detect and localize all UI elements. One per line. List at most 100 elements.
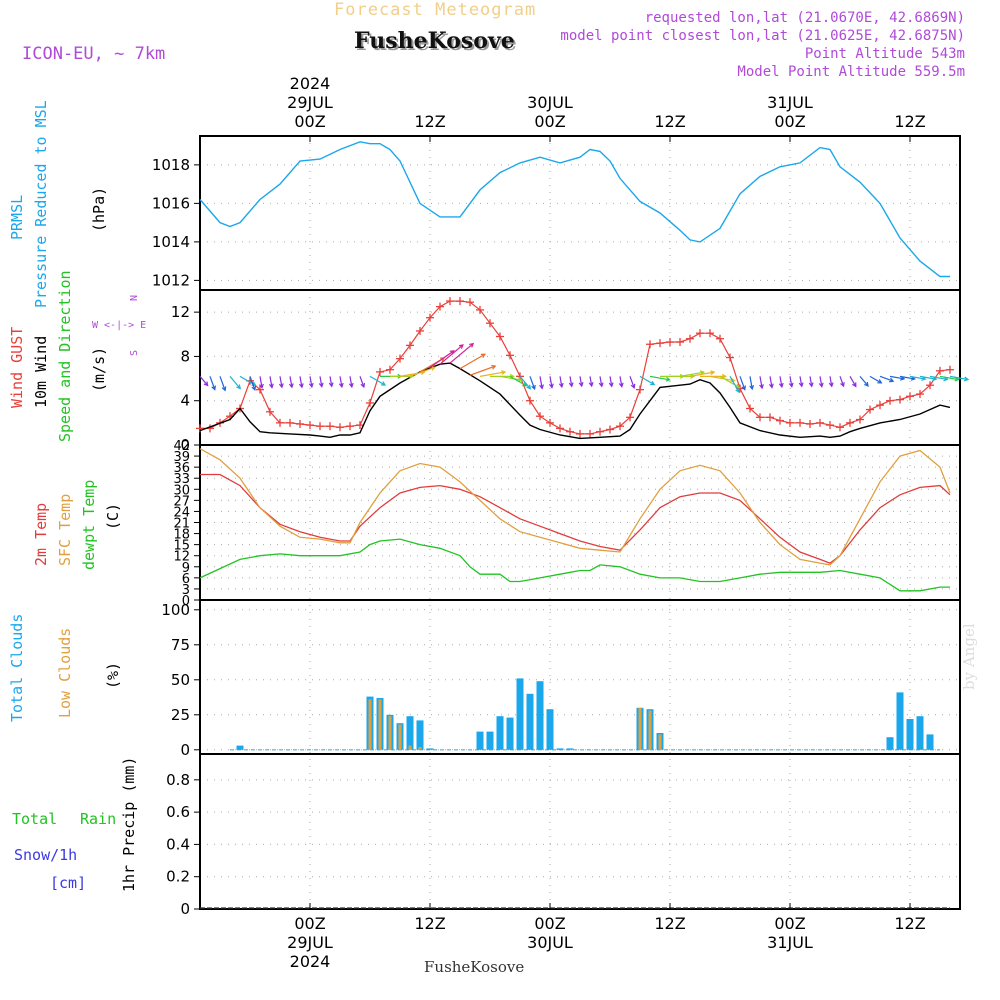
wind-arrow-head	[618, 382, 624, 388]
wind-arrow-head	[877, 379, 883, 384]
wind-arrow-head	[501, 370, 507, 375]
panel-frame	[199, 444, 961, 601]
wind-direction-arrow	[339, 376, 343, 387]
precip-panel: 0 0.2 0.4 0.6 0.8	[166, 771, 950, 918]
total-clouds-bar	[546, 709, 554, 750]
wind-direction-arrow	[589, 376, 593, 387]
wind-direction-arrow	[689, 371, 715, 377]
wind-direction-arrow	[329, 376, 333, 387]
wind-direction-arrow	[279, 376, 283, 388]
wind-arrow-head	[211, 385, 216, 391]
y-tick-label: 0.4	[166, 835, 190, 853]
total-clouds-bar	[536, 681, 544, 750]
low-clouds-bar	[378, 699, 382, 750]
wind-direction-arrow	[369, 375, 386, 386]
wind-direction-arrow	[429, 350, 455, 368]
wind-direction-arrow	[259, 376, 263, 388]
total-clouds-bar	[926, 734, 934, 750]
low-clouds-bar	[408, 745, 412, 750]
wind-direction-arrow	[199, 375, 209, 386]
y-tick-label: 75	[171, 636, 190, 654]
wind-arrow-head	[539, 384, 544, 390]
y-tick-label: 36	[173, 461, 190, 476]
wind-direction-arrow	[829, 376, 833, 387]
total-clouds-bar	[496, 716, 504, 750]
wind-direction-arrow	[549, 376, 553, 388]
y-tick-label: 1014	[152, 233, 190, 251]
wind-arrow-head	[338, 382, 344, 389]
low-clouds-bar	[658, 734, 662, 750]
low-clouds-bar	[418, 747, 422, 750]
wind-arrow-head	[840, 382, 845, 388]
wind-direction-arrow	[529, 376, 536, 390]
precip-label-total: Total	[12, 810, 58, 828]
wind-arrow-head	[430, 366, 436, 371]
wind-direction-arrow	[579, 376, 583, 387]
total-clouds-bar	[426, 748, 434, 750]
location-title: FusheKosove	[354, 28, 515, 54]
y-tick-label: 0	[182, 594, 190, 609]
wind-arrow-head	[522, 382, 528, 387]
wind-direction-arrow	[939, 375, 959, 381]
wind-arrow-head	[852, 382, 857, 388]
wind-arrow-head	[568, 382, 574, 388]
wind-arrow-head	[588, 382, 594, 388]
compass-we: W <-|-> E	[92, 320, 147, 331]
wind-direction-arrow	[509, 375, 527, 387]
wind-direction-arrow	[559, 376, 563, 387]
wind-arrow-head	[236, 384, 241, 390]
wind-arrow-head	[630, 383, 636, 389]
precip-label-rain: Rain	[80, 810, 117, 828]
low-clouds-bar	[388, 716, 392, 750]
wind-direction-arrow	[449, 343, 474, 364]
wind-direction-arrow	[859, 375, 869, 387]
wind-direction-arrow	[929, 375, 948, 381]
wind-direction-arrow	[349, 376, 353, 387]
wind-direction-arrow	[869, 375, 882, 384]
wind-direction-arrow	[949, 375, 969, 381]
wind-arrow-head	[828, 382, 834, 388]
wind-arrow-head	[690, 373, 696, 379]
wind-arrow-head	[735, 388, 740, 394]
wind-arrow-head	[491, 364, 497, 370]
wind-direction-arrow	[439, 344, 464, 365]
low-clouds-bar	[648, 710, 652, 750]
wind-direction-arrow	[409, 366, 435, 377]
wind-arrow-head	[808, 382, 814, 388]
bottom-time-label: 12Z	[894, 914, 925, 933]
wind-arrow-head	[558, 382, 564, 389]
wind-direction-arrow	[209, 376, 216, 390]
total-clouds-bar	[906, 719, 914, 750]
wind-direction-arrow	[839, 376, 845, 387]
wind-direction-arrow	[599, 376, 603, 387]
wind-direction-arrow	[229, 375, 241, 389]
wind-direction-arrow	[609, 376, 613, 387]
wind-direction-arrow	[679, 371, 704, 377]
supertitle: Forecast Meteogram	[334, 0, 537, 20]
model-altitude: Model Point Altitude 559.5m	[737, 64, 965, 80]
wind-direction-arrow	[909, 375, 926, 380]
wind-arrow-head	[741, 385, 746, 391]
wind-direction-arrow	[759, 376, 763, 389]
sfc-temp-line	[199, 448, 951, 566]
total-clouds-bar	[406, 716, 414, 750]
wind-direction-arrow	[809, 376, 813, 387]
total-clouds-bar	[516, 678, 524, 750]
wind-direction-arrow	[749, 376, 753, 390]
total-clouds-bar	[556, 748, 564, 750]
bottom-time-label: 2024	[290, 952, 331, 971]
bottom-time-label: 12Z	[414, 914, 445, 933]
wind-arrow-head	[598, 382, 604, 388]
y-tick-label: 4	[180, 392, 190, 410]
panel-frames	[199, 135, 961, 910]
y-tick-label: 42	[173, 439, 190, 454]
wind-direction-arrow	[849, 376, 857, 387]
total-clouds-bar	[236, 745, 244, 750]
wind-direction-arrow	[479, 371, 506, 377]
y-tick-label: 25	[171, 706, 190, 724]
wind-direction-arrow	[569, 376, 573, 387]
y-tick-label: 12	[173, 550, 190, 565]
wind-direction-arrow	[299, 376, 303, 388]
y-tick-label: 8	[180, 347, 190, 365]
